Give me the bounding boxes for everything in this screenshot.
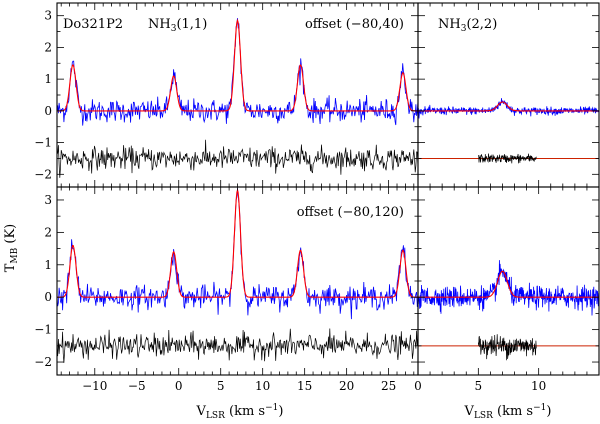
x-tick-label-bottom-right: 0 xyxy=(414,379,422,393)
y-tick-label-bottom-left: −1 xyxy=(34,323,52,337)
x-tick-label-bottom-left: 10 xyxy=(255,379,270,393)
spectrum-line-top-right xyxy=(417,98,600,119)
y-tick-label-bottom-left: 2 xyxy=(44,225,52,239)
residual-line-top-left xyxy=(56,139,419,178)
x-tick-label-bottom-left: −10 xyxy=(82,379,107,393)
x-tick-label-bottom-left: 25 xyxy=(381,379,396,393)
x-axis-title-left: VLSR (km s−1) xyxy=(196,403,284,421)
x-tick-label-bottom-left: 0 xyxy=(175,379,183,393)
x-tick-label-bottom-left: 20 xyxy=(339,379,354,393)
molecule-label-top-left: NH3(1,1) xyxy=(148,17,207,34)
x-tick-label-bottom-left: −5 xyxy=(128,379,146,393)
x-tick-label-bottom-right: 5 xyxy=(475,379,483,393)
offset-label-top: offset (−80,40) xyxy=(305,17,404,32)
source-label: Do321P2 xyxy=(63,17,123,32)
spectrum-line-top-left xyxy=(56,18,419,126)
y-tick-label-top-left: 2 xyxy=(44,40,52,54)
fit-line-top-left xyxy=(57,18,418,112)
fit-line-bottom-right xyxy=(418,270,599,298)
offset-label-bottom: offset (−80,120) xyxy=(297,205,404,220)
molecule-label-top-right: NH3(2,2) xyxy=(438,17,497,34)
fit-line-top-right xyxy=(418,101,599,112)
residual-line-bottom-right xyxy=(477,334,537,361)
panel-frame-bottom-right xyxy=(417,186,600,376)
residual-line-bottom-left xyxy=(56,328,419,363)
y-tick-label-top-left: −2 xyxy=(34,167,52,181)
y-tick-label-top-left: 3 xyxy=(44,9,52,23)
svg-text:TMB (K): TMB (K) xyxy=(3,224,20,273)
y-tick-label-top-left: −1 xyxy=(34,136,52,150)
y-tick-label-bottom-left: −2 xyxy=(34,355,52,369)
y-tick-label-bottom-left: 3 xyxy=(44,193,52,207)
y-axis-title: TMB (K) xyxy=(3,224,20,273)
y-tick-label-bottom-left: 0 xyxy=(44,290,52,304)
x-tick-label-bottom-right: 10 xyxy=(531,379,546,393)
x-tick-label-bottom-left: 5 xyxy=(217,379,225,393)
y-tick-label-top-left: 0 xyxy=(44,104,52,118)
x-tick-label-bottom-left: 15 xyxy=(297,379,312,393)
residual-line-top-right xyxy=(477,153,537,164)
y-tick-label-bottom-left: 1 xyxy=(44,258,52,272)
spectrum-line-bottom-right xyxy=(417,260,600,316)
x-axis-title-right: VLSR (km s−1) xyxy=(464,403,552,421)
y-tick-label-top-left: 1 xyxy=(44,72,52,86)
